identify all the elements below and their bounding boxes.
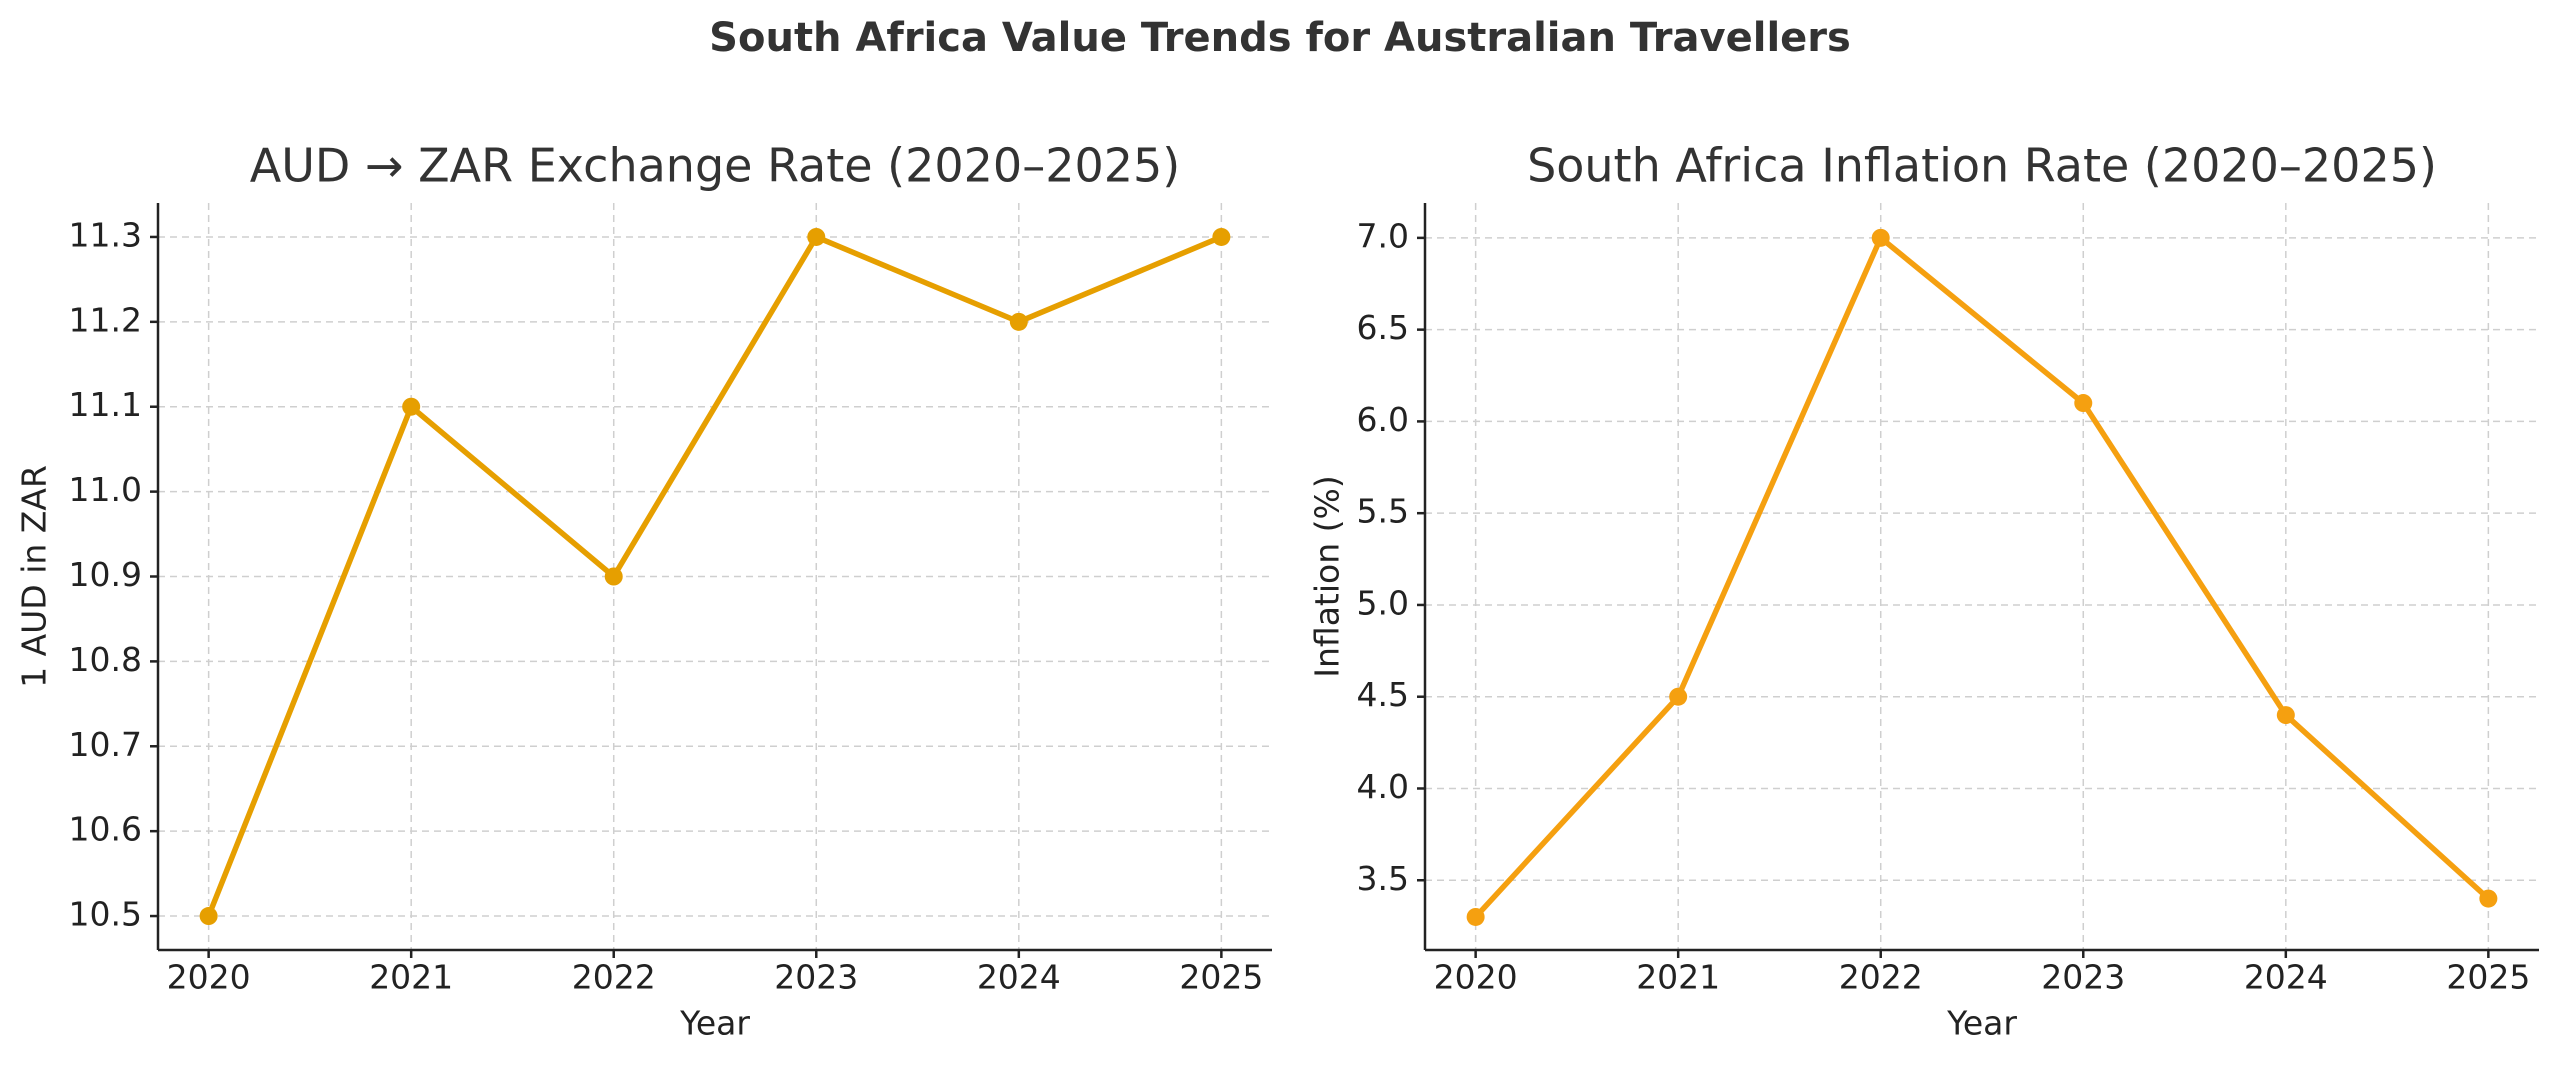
x-tick-label: 2022	[572, 958, 656, 997]
x-tick-label: 2021	[369, 958, 453, 997]
x-axis-label: Year	[1946, 1004, 2017, 1043]
point	[604, 567, 623, 586]
point	[1669, 687, 1688, 706]
point	[2479, 889, 2498, 908]
x-tick-label: 2020	[1434, 958, 1518, 997]
x-axis-label: Year	[679, 1004, 750, 1043]
x-tick-label: 2022	[1839, 958, 1923, 997]
point	[1466, 907, 1485, 926]
chart-title: South Africa Inflation Rate (2020–2025)	[1527, 139, 2437, 193]
point	[1212, 227, 1231, 246]
y-tick-label: 4.5	[1357, 675, 1409, 714]
y-tick-label: 10.9	[69, 555, 142, 594]
y-tick-label: 7.0	[1357, 216, 1409, 255]
y-tick-label: 10.7	[69, 725, 142, 764]
y-tick-label: 11.0	[69, 470, 142, 509]
y-tick-label: 3.5	[1357, 859, 1409, 898]
point	[807, 227, 826, 246]
point	[1871, 228, 1890, 247]
y-tick-label: 10.8	[69, 640, 142, 679]
y-tick-label: 11.2	[69, 300, 142, 339]
y-tick-label: 10.6	[69, 810, 142, 849]
x-tick-label: 2025	[2446, 958, 2530, 997]
x-tick-label: 2024	[977, 958, 1061, 997]
x-tick-label: 2021	[1636, 958, 1720, 997]
line	[206, 234, 1223, 918]
y-tick-label: 4.0	[1357, 767, 1409, 806]
point	[402, 397, 421, 416]
x-tick-label: 2020	[167, 958, 251, 997]
point	[2074, 394, 2093, 413]
chart-title: AUD → ZAR Exchange Rate (2020–2025)	[250, 139, 1180, 193]
point	[1009, 312, 1028, 331]
x-tick-label: 2023	[2041, 958, 2125, 997]
x-tick-label: 2025	[1179, 958, 1263, 997]
y-tick-label: 5.5	[1357, 492, 1409, 531]
line	[1473, 235, 2491, 919]
y-tick-label: 6.0	[1357, 400, 1409, 439]
y-axis-label: 1 AUD in ZAR	[15, 465, 54, 688]
x-tick-label: 2024	[2244, 958, 2328, 997]
y-tick-label: 11.1	[69, 385, 142, 424]
point	[2276, 706, 2295, 725]
point	[199, 907, 218, 926]
y-tick-label: 6.5	[1357, 308, 1409, 347]
y-axis-label: Inflation (%)	[1308, 475, 1347, 677]
y-tick-label: 10.5	[69, 895, 142, 934]
y-tick-label: 5.0	[1357, 583, 1409, 622]
figure-title: South Africa Value Trends for Australian…	[709, 15, 1851, 61]
x-tick-label: 2023	[774, 958, 858, 997]
y-tick-label: 11.3	[69, 215, 142, 254]
